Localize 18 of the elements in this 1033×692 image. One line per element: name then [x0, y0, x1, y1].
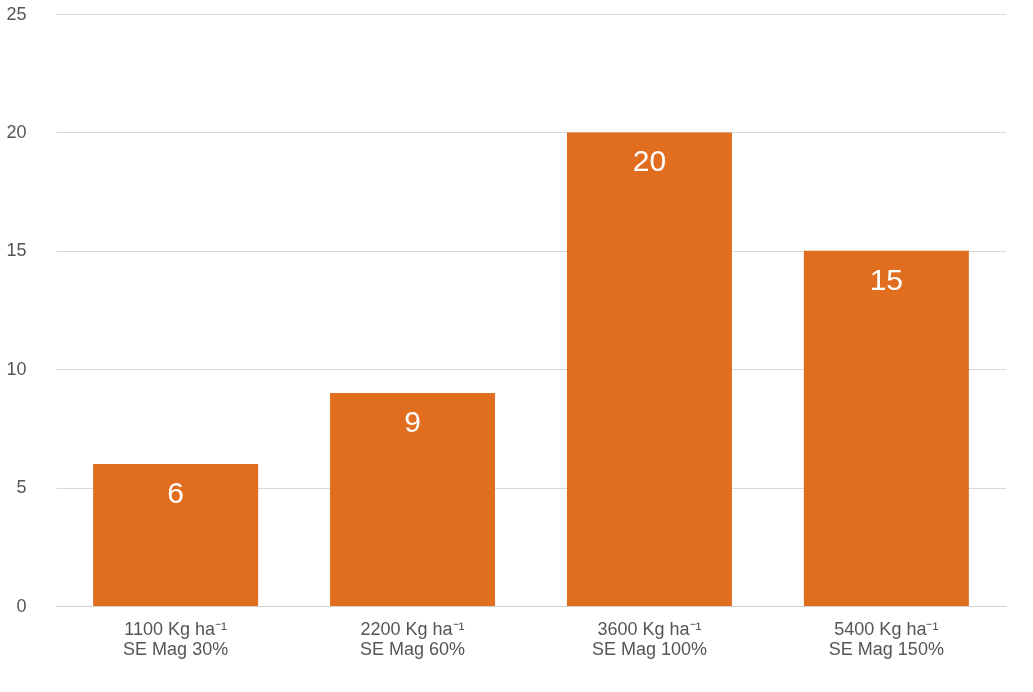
- x-tick-label: 3600 Kg ha⁻¹ SE Mag 100%: [591, 618, 707, 659]
- x-tick-label: 1100 Kg ha⁻¹ SE Mag 30%: [123, 618, 229, 659]
- data-label: 6: [167, 475, 184, 509]
- y-tick-label: 5: [16, 477, 27, 498]
- x-tick-label: 5400 Kg ha⁻¹ SE Mag 150%: [828, 618, 944, 659]
- bar: [93, 463, 259, 606]
- x-tick-label: 2200 Kg ha⁻¹ SE Mag 60%: [360, 618, 466, 659]
- y-tick-label: 10: [6, 358, 27, 379]
- data-label: 20: [632, 144, 667, 178]
- bar: [566, 132, 732, 606]
- y-tick-label: 0: [16, 595, 27, 616]
- bar: [803, 250, 969, 606]
- y-tick-label: 20: [6, 121, 27, 142]
- y-tick-label: 15: [6, 240, 27, 261]
- y-tick-label: 25: [6, 3, 27, 24]
- bar: [330, 392, 496, 606]
- data-label: 15: [869, 262, 904, 296]
- data-label: 9: [404, 404, 421, 438]
